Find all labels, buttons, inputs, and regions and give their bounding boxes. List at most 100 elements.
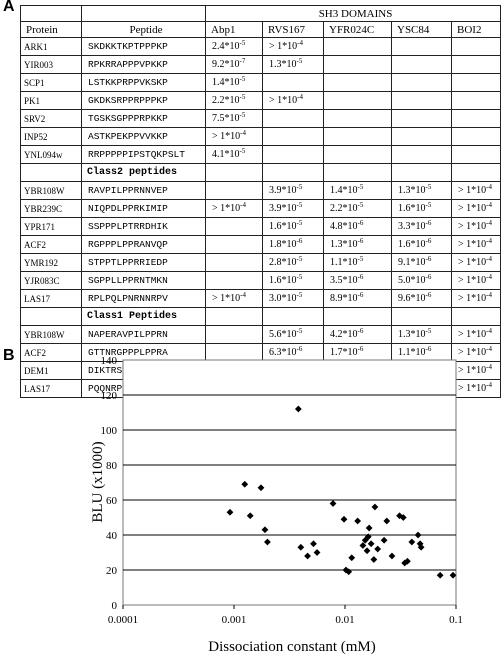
kd-value-cell: > 1*10-4 [205, 199, 263, 218]
peptide-cell: RAVPILPPRNNVEP [81, 181, 206, 200]
peptide-cell: RPKRRAPPPVPKKP [81, 55, 206, 74]
kd-value-cell: 2.2*10-5 [205, 91, 263, 110]
kd-value-cell: 1.4*10-5 [323, 181, 392, 200]
table-row: YBR108W NAPERAVPILPPRN 5.6*10-5 4.2*10-6 1.3… [20, 325, 502, 344]
kd-value-cell [205, 217, 263, 236]
table-row: ACF2 RGPPPLPPRANVQP 1.8*10-6 1.3*10-6 1.6*10… [20, 235, 502, 254]
table-row: LAS17 RPLPQLPNRNNRPV > 1*10-4 3.0*10-5 8.9*1… [20, 289, 502, 308]
y-tick-label: 60 [106, 495, 118, 507]
protein-cell: YPR171 [20, 217, 82, 236]
data-point [361, 536, 369, 544]
table-row: SRV2 TGSKSGPPPRPKKP 7.5*10-5 [20, 109, 502, 128]
protein-cell: ARK1 [20, 37, 82, 56]
data-point [264, 538, 271, 546]
table-header-row-2: Protein Peptide Abp1 RVS167 YFR024C YSC8… [20, 21, 502, 38]
protein-cell: SCP1 [20, 73, 82, 92]
kd-value-cell: 8.9*10-6 [323, 289, 392, 308]
data-point [304, 552, 311, 560]
protein-cell: ACF2 [20, 235, 82, 254]
data-point [416, 540, 424, 548]
kd-value-cell: 5.0*10-6 [391, 271, 452, 290]
peptide-cell: TGSKSGPPPRPKKP [81, 109, 206, 128]
peptide-cell: SKDKKTKPTPPPKP [81, 37, 206, 56]
data-point [297, 543, 305, 551]
plot-area [122, 359, 457, 606]
kd-value-cell [391, 91, 452, 110]
table-row: INP52 ASTKPEKPPVVKKP > 1*10-4 [20, 127, 502, 146]
kd-value-cell [323, 127, 392, 146]
kd-value-cell [450, 109, 502, 128]
data-point [401, 559, 409, 567]
data-point [414, 531, 422, 539]
kd-value-cell: 4.1*10-5 [205, 145, 263, 164]
data-point [363, 547, 371, 555]
data-point [383, 517, 391, 525]
kd-value-cell: 1.1*10-5 [323, 253, 392, 272]
kd-value-cell: 1.3*10-5 [391, 325, 452, 344]
kd-value-cell: > 1*10-4 [450, 199, 502, 218]
peptide-cell: GKDKSRPPRPPPKP [81, 91, 206, 110]
x-tick-label: 0.0001 [108, 614, 138, 626]
kd-value-cell: 7.5*10-5 [205, 109, 263, 128]
data-point [345, 568, 353, 576]
table-row: YBR239C NIQPDLPPRKIMIP > 1*10-4 3.9*10-5 2.2… [20, 199, 502, 218]
kd-value-cell [450, 55, 502, 74]
kd-value-cell [450, 145, 502, 164]
kd-value-cell [450, 91, 502, 110]
protein-cell: YMR192 [20, 253, 82, 272]
kd-value-cell [262, 109, 324, 128]
kd-value-cell [391, 37, 452, 56]
data-point [404, 557, 411, 565]
kd-value-cell [262, 73, 324, 92]
x-tick-label: 0.1 [449, 614, 463, 626]
table-row: YPR171 SSPPPLPTRRDHIK 1.6*10-5 4.8*10-6 3.3*… [20, 217, 502, 236]
data-point [226, 508, 234, 516]
kd-value-cell [391, 109, 452, 128]
kd-value-cell [450, 127, 502, 146]
data-point [417, 543, 425, 551]
x-axis-label: Dissociation constant (mM) [208, 639, 375, 655]
peptide-cell: RPLPQLPNRNNRPV [81, 289, 206, 308]
kd-value-cell: > 1*10-4 [262, 37, 324, 56]
protein-cell: SRV2 [20, 109, 82, 128]
data-point [294, 405, 302, 413]
section-blank-cell [20, 163, 82, 182]
kd-value-cell [262, 145, 324, 164]
data-point [367, 540, 375, 548]
protein-cell: YBR108W [20, 325, 82, 344]
peptide-cell: SSPPPLPTRRDHIK [81, 217, 206, 236]
kd-value-cell: 3.9*10-5 [262, 199, 324, 218]
header-col-abp1: Abp1 [205, 21, 263, 38]
y-tick-label: 0 [112, 600, 118, 612]
section-row: Class2 peptides [20, 163, 502, 182]
table-header-row-1: SH3 DOMAINS [20, 5, 502, 22]
kd-value-cell: 1.3*10-5 [391, 181, 452, 200]
protein-cell: INP52 [20, 127, 82, 146]
section-blank-cell [20, 307, 82, 326]
section-blank-cell [262, 163, 324, 182]
kd-value-cell: 2.2*10-5 [323, 199, 392, 218]
kd-value-cell [205, 325, 263, 344]
section-row: Class1 Peptides [20, 307, 502, 326]
peptide-cell: RGPPPLPPRANVQP [81, 235, 206, 254]
kd-value-cell: 4.8*10-6 [323, 217, 392, 236]
y-tick-label: 100 [101, 425, 118, 437]
scatter-chart: 0 20 40 60 80 100 120 140 0.0001 0.001 0.01 0.1 BL… [90, 355, 463, 655]
table-row: PK1 GKDKSRPPRPPPKP 2.2*10-5 > 1*10-4 [20, 91, 502, 110]
section-blank-cell [262, 307, 324, 326]
section-blank-cell [391, 163, 452, 182]
kd-value-cell: 3.3*10-6 [391, 217, 452, 236]
kd-value-cell [323, 145, 392, 164]
data-point [436, 571, 444, 579]
kd-value-cell [391, 55, 452, 74]
kd-value-cell: 1.6*10-6 [391, 235, 452, 254]
table-row: YIR003 RPKRRAPPPVPKKP 9.2*10-7 1.3*10-5 [20, 55, 502, 74]
data-point [399, 514, 407, 521]
data-point [374, 545, 382, 553]
header-col-ysc84: YSC84 [391, 21, 452, 38]
data-point [388, 552, 396, 560]
table-body: SH3 DOMAINS Protein Peptide Abp1 RVS167 … [20, 5, 502, 398]
data-point [340, 515, 348, 523]
peptide-cell: NAPERAVPILPPRN [81, 325, 206, 344]
peptide-cell: LSTKKPRPPVKSKP [81, 73, 206, 92]
